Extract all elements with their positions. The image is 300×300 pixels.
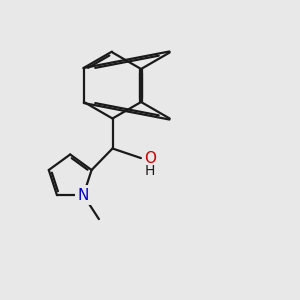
Text: O: O (145, 151, 157, 166)
Text: H: H (145, 164, 155, 178)
Text: N: N (78, 188, 89, 203)
